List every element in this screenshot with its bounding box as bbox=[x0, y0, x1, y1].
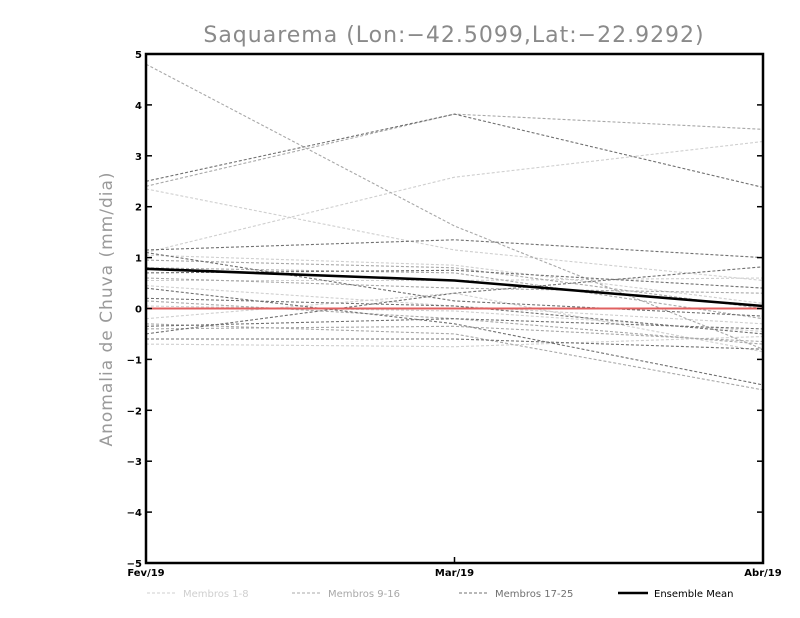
ensemble-mean-line bbox=[145, 267, 764, 308]
member-line-m18 bbox=[145, 239, 764, 259]
legend-label-3: Ensemble Mean bbox=[654, 589, 733, 600]
y-tick-label: 0 bbox=[135, 305, 142, 316]
member-line-m12 bbox=[145, 325, 764, 343]
member-line-m06 bbox=[145, 335, 764, 348]
y-tick-label: −5 bbox=[127, 559, 142, 570]
y-tick-label: −2 bbox=[127, 406, 142, 417]
member-line-m10 bbox=[145, 113, 764, 187]
member-line-m01 bbox=[145, 140, 764, 254]
member-line-m21 bbox=[145, 266, 764, 335]
legend-label-0: Membros 1-8 bbox=[183, 589, 249, 600]
member-line-m07 bbox=[145, 285, 764, 325]
member-line-m25 bbox=[145, 297, 764, 335]
member-line-m23 bbox=[145, 287, 764, 386]
y-axis-label: Anomalia de Chuva (mm/dia) bbox=[97, 171, 117, 446]
y-tick-label: 5 bbox=[135, 50, 142, 61]
member-line-m14 bbox=[145, 300, 764, 345]
y-tick-label: −1 bbox=[127, 355, 142, 366]
y-tick-label: 3 bbox=[135, 152, 142, 163]
member-line-m08 bbox=[145, 292, 764, 353]
member-line-m17 bbox=[145, 113, 764, 188]
member-line-m22 bbox=[146, 338, 764, 350]
legend-label-1: Membros 9-16 bbox=[328, 589, 400, 600]
legend: Membros 1-8 Membros 9-16 Membros 17-25 Ense… bbox=[147, 589, 733, 600]
member-line-m15 bbox=[145, 323, 764, 391]
x-tick-label: Fev/19 bbox=[127, 568, 164, 579]
member-series-group bbox=[145, 63, 764, 391]
ensemble-mean-group bbox=[145, 267, 764, 310]
member-line-m09 bbox=[145, 63, 764, 350]
member-line-m11 bbox=[145, 259, 764, 310]
member-line-m02 bbox=[145, 188, 764, 282]
y-tick-label: −3 bbox=[127, 457, 142, 468]
member-line-m24 bbox=[145, 318, 764, 330]
x-tick-label: Mar/19 bbox=[435, 568, 474, 579]
legend-label-2: Membros 17-25 bbox=[495, 589, 573, 600]
member-line-m03 bbox=[145, 254, 764, 304]
member-line-m16 bbox=[145, 267, 764, 320]
member-line-m13 bbox=[145, 277, 764, 294]
y-tick-label: 4 bbox=[135, 101, 142, 112]
y-tick-label: 2 bbox=[135, 203, 142, 214]
member-line-m20 bbox=[145, 251, 764, 317]
y-tick-label: −4 bbox=[127, 508, 142, 519]
chart-title: Saquarema (Lon:−42.5099,Lat:−22.9292) bbox=[203, 23, 704, 48]
member-line-m04 bbox=[146, 277, 764, 282]
y-tick-label: 1 bbox=[135, 254, 142, 265]
x-tick-label: Abr/19 bbox=[744, 568, 781, 579]
